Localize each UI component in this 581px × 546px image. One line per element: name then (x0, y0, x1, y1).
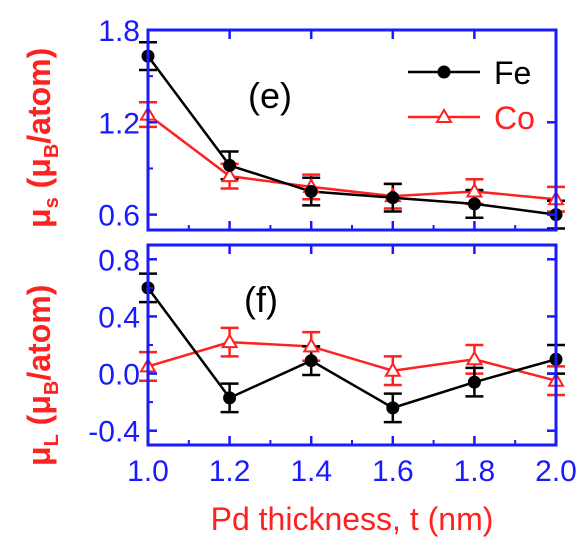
panel-e-fe-line (146, 55, 557, 216)
panel-f-co-point (465, 350, 484, 366)
panel-f-y-tick-label: 0.0 (98, 359, 140, 392)
panel-f-x-tick-label: 1.2 (209, 455, 251, 488)
panel-f-y-ticks: -0.4 0.0 0.4 0.8 (88, 244, 556, 449)
panel-f-co-point (384, 361, 402, 377)
panel-f-x-tick-label: 1.4 (290, 455, 332, 488)
panel-f-fe-point (304, 354, 318, 368)
panel-f-y-axis-label: μL (μB/atom) (21, 285, 63, 466)
panel-f-co-point (302, 337, 320, 353)
panel-f-y-tick-label: 0.8 (98, 244, 140, 277)
panel-f-y-tick-label: -0.4 (88, 416, 140, 449)
panel-f-x-ticks: 1.0 1.2 1.4 1.6 1.8 2.0 (127, 245, 577, 488)
panel-e-fe-point (223, 158, 237, 172)
panel-f-x-tick-label: 1.6 (372, 455, 414, 488)
panel-f-co-line (147, 340, 557, 382)
panel-f: -0.4 0.0 0.4 0.8 1.0 1.2 1.4 1.6 1.8 2.0 (f) (88, 243, 577, 488)
panel-e-series (139, 41, 565, 230)
panel-f-y-tick-label: 0.4 (98, 301, 140, 334)
panel-e: 0.6 1.2 1.8 (e) Fe Co (98, 15, 565, 233)
panel-f-co-point (220, 333, 239, 349)
panel-f-fe-point (386, 401, 400, 415)
panel-f-x-tick-label: 1.8 (454, 455, 496, 488)
panel-f-label: (f) (244, 279, 278, 320)
panel-e-fe-point (304, 185, 318, 199)
panel-f-x-tick-label: 2.0 (535, 455, 577, 488)
panel-e-y-axis-label: μs (μB/atom) (21, 48, 63, 228)
panel-f-x-tick-label: 1.0 (127, 455, 169, 488)
panel-e-fe-point (386, 191, 400, 205)
x-axis-label: Pd thickness, t (nm) (211, 501, 494, 537)
legend-co-marker (435, 108, 453, 123)
panel-e-co-line (147, 113, 557, 201)
panel-e-label: (e) (248, 75, 292, 116)
panel-e-y-ticks: 0.6 1.2 1.8 (98, 15, 556, 233)
panel-e-y-tick-label: 1.8 (98, 15, 140, 48)
panel-e-co-point (465, 182, 484, 198)
panel-f-fe-point (223, 391, 237, 405)
panel-f-fe-line (146, 287, 557, 410)
panel-e-y-tick-label: 1.2 (98, 107, 140, 140)
panel-e-co-point (220, 167, 239, 183)
legend-fe-marker (437, 65, 451, 79)
legend: Fe Co (408, 55, 535, 136)
panel-f-fe-point (467, 375, 481, 389)
legend-fe-label: Fe (494, 55, 531, 91)
panel-e-x-ticks (146, 30, 558, 230)
legend-co-label: Co (494, 100, 535, 136)
panel-e-y-tick-label: 0.6 (98, 200, 140, 233)
panel-e-fe-point (467, 197, 481, 211)
panel-f-series (139, 272, 565, 424)
panel-f-frame (146, 243, 558, 447)
